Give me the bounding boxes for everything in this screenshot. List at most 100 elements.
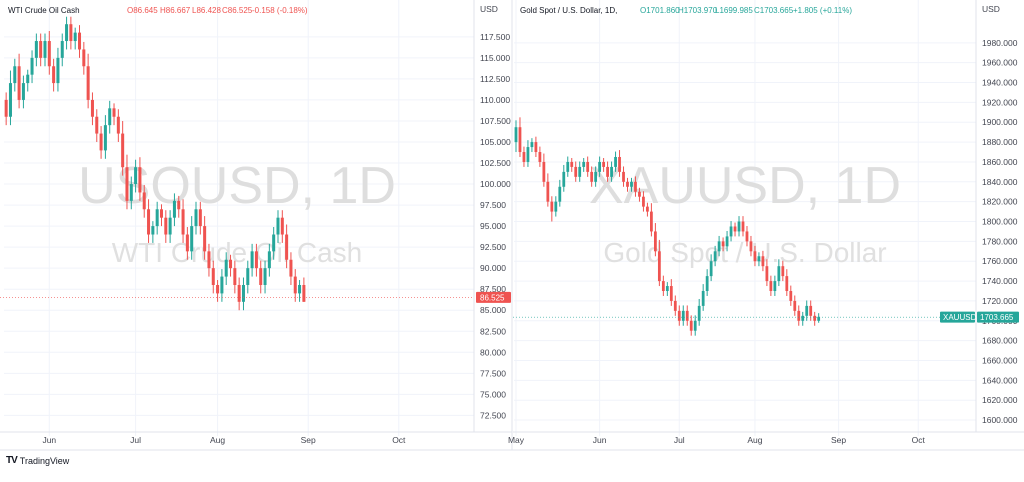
left-legend: WTI Crude Oil Cash O86.645 H86.667 L86.4… <box>8 6 308 15</box>
candle-body <box>203 226 207 252</box>
right-price-axis[interactable]: USD 1600.000 1620.000 1640.000 1660.000 1680… <box>940 0 1019 432</box>
candle-body <box>73 32 77 42</box>
candle-body <box>522 152 526 162</box>
right-last-price-tag-bg <box>977 311 1019 323</box>
candle-body <box>693 320 697 331</box>
candle-body <box>207 251 211 269</box>
ytick-label: 75.000 <box>480 389 506 399</box>
candle-body <box>103 125 107 151</box>
left-time-axis[interactable]: Jun Jul Aug Sep Oct <box>0 431 512 445</box>
candle-body <box>570 161 574 167</box>
candle-body <box>69 24 73 42</box>
left-axis-unit: USD <box>480 4 498 14</box>
candle-body <box>542 161 546 182</box>
candle-body <box>112 108 116 117</box>
candle-body <box>65 24 69 42</box>
right-time-axis[interactable]: May Jun Jul Aug Sep Oct <box>508 431 1024 445</box>
candle-body <box>224 259 228 277</box>
candle-body <box>172 200 176 218</box>
ytick-label: 1820.000 <box>982 197 1018 207</box>
candle-body <box>302 284 306 302</box>
ytick-label: 115.000 <box>480 53 510 63</box>
left-last-price-tag: 86.525 <box>476 291 511 303</box>
ytick-label: 112.500 <box>480 74 510 84</box>
candle-body <box>622 171 625 182</box>
candle-body <box>134 167 138 185</box>
candle-body <box>753 251 757 262</box>
ytick-label: 1920.000 <box>982 97 1018 107</box>
right-ohlc-low: L1699.985 <box>715 6 753 15</box>
ytick-label: 97.500 <box>480 200 506 210</box>
candle-body <box>190 226 194 252</box>
candle-body <box>129 184 133 201</box>
candle-body <box>550 201 554 212</box>
candle-body <box>681 310 685 321</box>
candle-body <box>177 200 181 210</box>
candle-body <box>733 226 737 232</box>
ytick-label: 110.000 <box>480 95 510 105</box>
candle-body <box>534 142 538 153</box>
candle-body <box>669 286 673 301</box>
candle-body <box>606 166 609 177</box>
candle-body <box>77 32 82 50</box>
left-price-axis[interactable]: USD 72.500 75.000 77.500 80.000 82.500 85.000… <box>473 0 511 432</box>
candle-body <box>138 167 142 193</box>
candle-body <box>546 181 550 202</box>
ytick-label: 92.500 <box>480 242 506 252</box>
candle-body <box>86 66 90 100</box>
xtick-label: Sep <box>301 435 316 445</box>
candle-body <box>194 209 198 227</box>
candle-body <box>13 66 17 84</box>
ytick-label: 1600.000 <box>982 415 1018 425</box>
ytick-label: 77.500 <box>480 368 506 378</box>
candle-body <box>717 241 721 252</box>
candle-body <box>518 127 522 153</box>
left-ohlc-high: H86.667 <box>160 6 191 15</box>
candle-body <box>233 268 237 285</box>
ytick-label: 1680.000 <box>982 336 1018 346</box>
candle-body <box>562 171 566 187</box>
candle-body <box>761 256 765 267</box>
ytick-label: 1860.000 <box>982 157 1018 167</box>
candle-body <box>813 315 817 321</box>
left-ohlc-low: L86.428 <box>192 6 221 15</box>
right-ohlc-high: H1703.970 <box>678 6 718 15</box>
left-gridlines <box>4 0 474 436</box>
ytick-label: 105.000 <box>480 137 511 147</box>
candle-body <box>797 310 801 321</box>
candle-body <box>8 83 12 117</box>
right-ohlc-close: C1703.665 <box>754 6 794 15</box>
candle-body <box>614 156 617 167</box>
candle-body <box>229 259 233 269</box>
candle-body <box>237 284 241 302</box>
tradingview-branding[interactable]: TV TradingView <box>6 455 69 466</box>
right-symbol-line: Gold Spot / U.S. Dollar, 1D, <box>520 6 617 15</box>
candle-body <box>155 209 159 227</box>
candle-body <box>721 241 725 247</box>
candle-body <box>785 276 789 292</box>
candle-body <box>705 276 709 292</box>
tradingview-label: TradingView <box>19 455 70 466</box>
candle-body <box>777 266 781 282</box>
candle-body <box>646 206 649 212</box>
candle-body <box>630 181 633 187</box>
candle-body <box>729 226 733 237</box>
candle-body <box>626 181 629 187</box>
candle-body <box>598 161 602 172</box>
candle-body <box>538 152 542 162</box>
left-last-price-tag-bg <box>476 291 511 303</box>
left-chart-panel[interactable]: USOUSD, 1D WTI Crude Oil Cash WTI Crude … <box>0 0 512 445</box>
candle-body <box>765 266 769 282</box>
candle-body <box>554 201 558 212</box>
candle-body <box>263 268 267 285</box>
ytick-label: 1980.000 <box>982 38 1018 48</box>
candle-body <box>125 167 129 201</box>
candle-body <box>142 192 146 210</box>
right-chart-panel[interactable]: XAUUSD, 1D Gold Spot / U.S. Dollar Gold … <box>508 0 1024 445</box>
candle-body <box>56 57 60 84</box>
right-last-price-tag: XAUUSD 1703.665 <box>940 311 1019 323</box>
candle-body <box>586 161 590 172</box>
candle-body <box>574 166 578 177</box>
left-xtick-labels: Jun Jul Aug Sep Oct <box>42 435 406 445</box>
xtick-label: May <box>508 435 525 445</box>
